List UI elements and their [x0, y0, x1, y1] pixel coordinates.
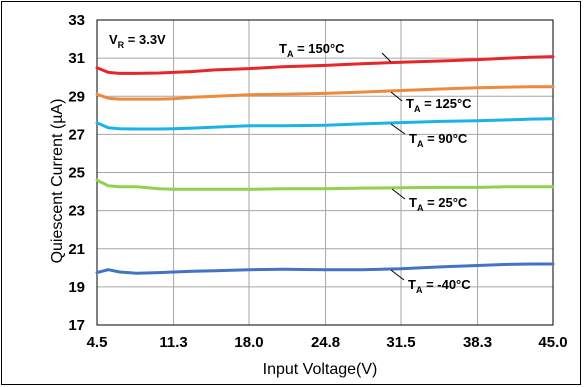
x-tick-label: 45.0 [538, 334, 567, 351]
annotation-leader-90 [390, 123, 406, 135]
condition-main: V [109, 32, 118, 47]
x-tick-label: 11.3 [159, 334, 187, 351]
annotation-leader-125 [390, 91, 403, 102]
annotation-minus40: TA = -40°C [408, 277, 471, 295]
x-tick-label: 31.5 [386, 334, 415, 351]
y-tick-label: 29 [68, 88, 85, 105]
condition-label: VR = 3.3V [109, 32, 166, 50]
annotation-150-sub: A [287, 49, 294, 59]
annotation-90-main: T [409, 131, 417, 146]
y-tick-label: 27 [68, 126, 85, 143]
y-tick-labels: 17 19 21 23 25 27 29 31 33 [68, 12, 85, 334]
series-line-0 [95, 55, 555, 75]
y-tick-label: 25 [68, 165, 85, 182]
annotation-125-main: T [406, 96, 414, 111]
annotation-leader-150 [381, 52, 392, 63]
annotation-25-sub: A [417, 203, 424, 213]
annotation-minus40-main: T [408, 277, 416, 292]
annotation-125: TA = 125°C [406, 96, 472, 114]
plot-area-border [96, 19, 554, 326]
x-tick-label: 38.3 [463, 334, 492, 351]
annotation-25: TA = 25°C [409, 195, 468, 213]
y-tick-label: 23 [68, 203, 85, 220]
y-tick-label: 31 [68, 50, 85, 67]
annotation-90-sub: A [417, 139, 424, 149]
condition-value: = 3.3V [124, 32, 166, 47]
annotation-90-value: = 90°C [423, 131, 467, 146]
annotation-150-value: = 150°C [293, 41, 345, 56]
series-annotations: TA = 150°C TA = 125°C TA = 90°C TA = 25°… [279, 41, 472, 295]
annotation-minus40-value: = -40°C [422, 277, 471, 292]
x-tick-label: 4.5 [87, 334, 108, 351]
annotation-25-value: = 25°C [423, 195, 467, 210]
annotation-150-main: T [279, 41, 287, 56]
y-tick-label: 17 [68, 317, 85, 334]
series-line-3 [95, 178, 555, 191]
annotation-minus40-sub: A [416, 285, 423, 295]
x-tick-labels: 4.5 11.3 18.0 24.8 31.5 38.3 45.0 [87, 334, 568, 351]
series-line-1 [95, 85, 555, 101]
series-line-4 [95, 262, 555, 275]
y-tick-label: 33 [68, 12, 85, 29]
annotation-25-main: T [409, 195, 417, 210]
y-tick-label: 19 [68, 279, 85, 296]
y-tick-label: 21 [68, 241, 85, 258]
x-tick-label: 18.0 [234, 334, 263, 351]
x-axis-label: Input Voltage(V) [263, 361, 378, 378]
annotation-90: TA = 90°C [409, 131, 468, 149]
condition-sub: R [118, 40, 125, 50]
annotation-125-sub: A [414, 104, 421, 114]
y-axis-label: Quiescent Current (µA) [49, 99, 66, 264]
annotation-150: TA = 150°C [279, 41, 345, 59]
series-layer [95, 55, 555, 275]
annotation-125-value: = 125°C [420, 96, 472, 111]
annotation-leader-minus40 [390, 269, 405, 281]
x-tick-label: 24.8 [311, 334, 340, 351]
annotation-leader-25 [391, 188, 406, 200]
series-line-2 [95, 117, 555, 131]
